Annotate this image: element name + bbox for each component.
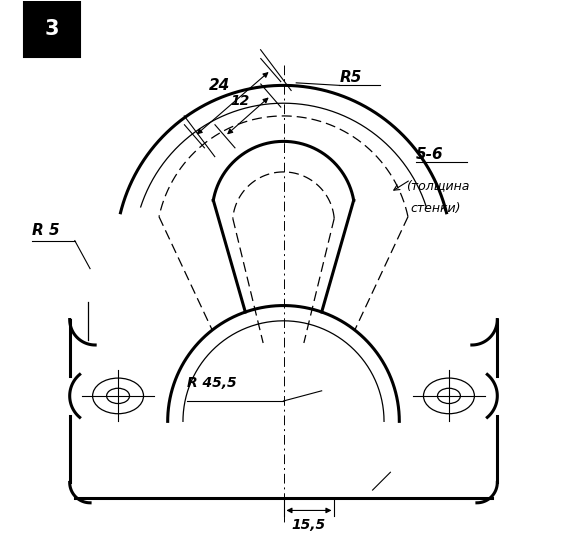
Text: стенки): стенки)	[411, 202, 462, 216]
Text: (толщина: (толщина	[405, 179, 469, 192]
Text: R 5: R 5	[32, 223, 59, 238]
Bar	[24, 2, 80, 57]
Text: 12: 12	[231, 94, 250, 108]
Text: R 45,5: R 45,5	[187, 376, 236, 389]
Text: 24: 24	[209, 78, 231, 93]
Text: 15,5: 15,5	[292, 518, 326, 532]
Text: 3: 3	[45, 19, 59, 40]
Text: R5: R5	[340, 70, 362, 85]
Text: 5-6: 5-6	[416, 147, 443, 162]
